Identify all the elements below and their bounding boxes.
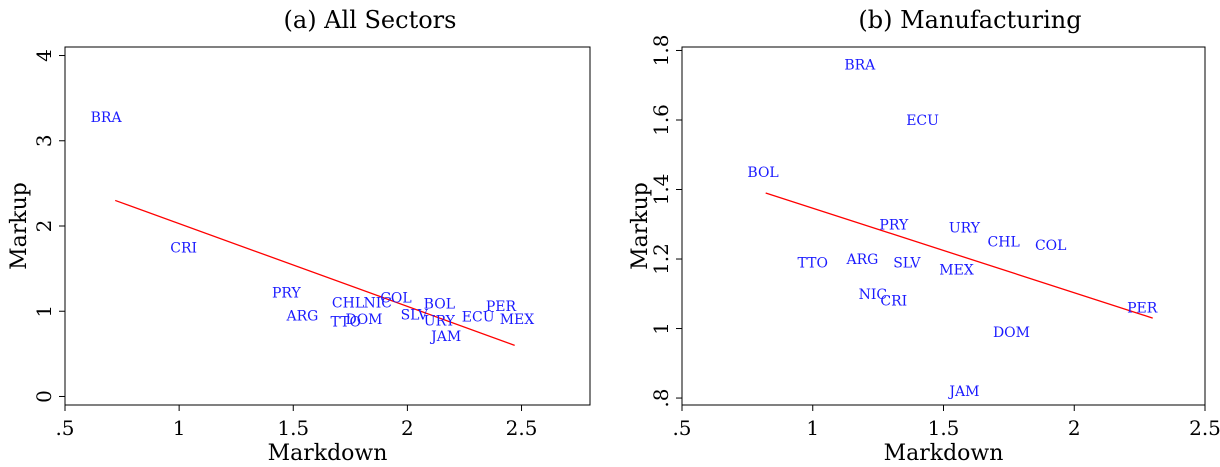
data-point-nic: NIC bbox=[363, 296, 392, 312]
y-tick-label: 1.8 bbox=[649, 35, 673, 67]
y-axis-label: Markup bbox=[628, 182, 653, 270]
data-point-chl: CHL bbox=[988, 235, 1020, 251]
x-tick-label: .5 bbox=[55, 416, 74, 440]
x-tick-label: 2.5 bbox=[1189, 416, 1220, 440]
data-point-pry: PRY bbox=[272, 285, 302, 301]
y-tick-label: 1 bbox=[649, 322, 673, 335]
x-axis-label: Markdown bbox=[884, 441, 1004, 466]
data-point-ury: URY bbox=[424, 314, 456, 330]
plot-frame bbox=[681, 46, 1206, 406]
data-point-cri: CRI bbox=[170, 240, 197, 256]
y-tick-label: 1.2 bbox=[649, 243, 673, 275]
data-point-cri: CRI bbox=[880, 294, 907, 310]
fitted-line bbox=[114, 199, 515, 346]
data-point-bra: BRA bbox=[91, 110, 123, 126]
plot-frame bbox=[64, 46, 591, 406]
data-point-per: PER bbox=[1127, 301, 1158, 317]
chart-title: (b) Manufacturing bbox=[858, 6, 1081, 34]
y-tick-label: 1.4 bbox=[649, 174, 673, 206]
data-point-ecu: ECU bbox=[906, 113, 939, 129]
data-point-chl: CHL bbox=[332, 296, 364, 312]
x-tick-label: 1.5 bbox=[277, 416, 309, 440]
data-point-bol: BOL bbox=[747, 165, 778, 181]
data-point-pry: PRY bbox=[879, 217, 909, 233]
x-tick-label: 1 bbox=[173, 416, 186, 440]
data-point-ury: URY bbox=[949, 221, 981, 237]
data-point-arg: ARG bbox=[846, 252, 879, 268]
data-point-bra: BRA bbox=[844, 57, 876, 73]
y-axis-label: Markup bbox=[7, 182, 32, 270]
chart-panel-manufacturing: (b) Manufacturing .5 1 1.5 2 2.5 .8 1 1.2 1.4 1.6 1… bbox=[628, 6, 1220, 466]
data-point-dom: DOM bbox=[993, 325, 1030, 341]
y-tick-label: .8 bbox=[649, 389, 673, 408]
data-point-col: COL bbox=[1035, 238, 1067, 254]
data-point-nic: NIC bbox=[859, 287, 888, 303]
data-point-tto: TTO bbox=[798, 255, 828, 271]
data-point-col: COL bbox=[380, 291, 412, 307]
data-point-mex: MEX bbox=[500, 312, 535, 328]
data-point-mex: MEX bbox=[939, 262, 974, 278]
chart-title: (a) All Sectors bbox=[284, 6, 457, 34]
data-point-ecu: ECU bbox=[462, 309, 495, 325]
x-tick-label: 1 bbox=[806, 416, 819, 440]
y-tick-label: 2 bbox=[32, 220, 56, 233]
data-point-slv: SLV bbox=[893, 255, 921, 271]
data-point-bol: BOL bbox=[424, 297, 455, 313]
y-tick-label: 1.6 bbox=[649, 104, 673, 136]
x-tick-label: .5 bbox=[672, 416, 691, 440]
x-tick-label: 2.5 bbox=[506, 416, 538, 440]
y-tick-label: 0 bbox=[32, 390, 56, 403]
data-point-jam: JAM bbox=[429, 329, 461, 345]
x-tick-label: 1.5 bbox=[928, 416, 960, 440]
x-tick-label: 2 bbox=[401, 416, 414, 440]
y-tick-label: 1 bbox=[32, 305, 56, 318]
data-point-dom: DOM bbox=[345, 312, 382, 328]
fitted-line bbox=[765, 192, 1153, 319]
x-tick-label: 2 bbox=[1068, 416, 1081, 440]
y-tick-label: 4 bbox=[32, 49, 56, 62]
data-point-per: PER bbox=[486, 299, 517, 315]
y-tick-label: 3 bbox=[32, 134, 56, 147]
x-axis-label: Markdown bbox=[268, 441, 388, 466]
data-point-jam: JAM bbox=[947, 384, 979, 400]
data-point-tto: TTO bbox=[331, 314, 361, 330]
chart-panel-all-sectors: (a) All Sectors .5 1 1.5 2 2.5 0 1 2 3 4 Markdown Ma… bbox=[7, 6, 591, 466]
data-point-arg: ARG bbox=[285, 309, 318, 325]
data-point-slv: SLV bbox=[401, 308, 429, 324]
